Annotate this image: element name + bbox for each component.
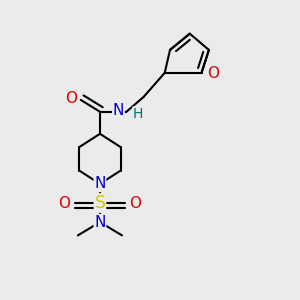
Text: O: O xyxy=(58,196,70,211)
Text: O: O xyxy=(129,196,141,211)
Text: H: H xyxy=(133,107,143,121)
Text: N: N xyxy=(94,214,106,230)
Text: O: O xyxy=(65,91,77,106)
Text: N: N xyxy=(94,176,106,191)
Text: N: N xyxy=(113,103,124,118)
Text: O: O xyxy=(207,66,219,81)
Text: S: S xyxy=(94,194,105,212)
